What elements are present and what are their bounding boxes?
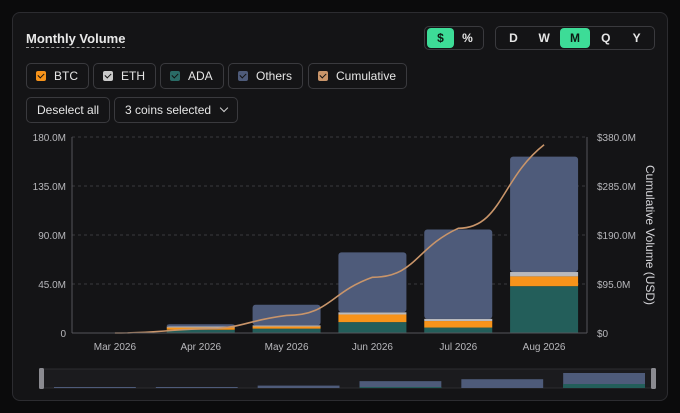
legend-chip-label: ADA — [188, 69, 213, 83]
navigator-track — [41, 368, 654, 389]
legend-chip-label: Others — [256, 69, 293, 83]
x-tick-label: Mar 2026 — [94, 342, 137, 353]
bar-segment-ada — [166, 329, 235, 333]
checkbox-icon — [238, 71, 248, 81]
y-right-tick-label: $380.0M — [597, 133, 636, 144]
bar-segment-others — [424, 229, 493, 319]
bar-segment-eth — [424, 318, 493, 322]
bar-segment-others — [166, 324, 235, 327]
legend-chip-ada[interactable]: ADA — [160, 63, 224, 89]
y-left-tick-label: 135.0M — [33, 182, 66, 193]
legend-chip-label: ETH — [121, 69, 145, 83]
legend-chip-label: Cumulative — [336, 69, 397, 83]
cumulative-line — [114, 144, 545, 334]
bar-segment-others — [510, 156, 579, 273]
bar-segment-eth — [510, 272, 579, 277]
navigator-bar — [257, 385, 340, 388]
y-right-tick-label: $95.0M — [597, 280, 630, 291]
y-left-tick-label: 0 — [60, 329, 66, 340]
y-left-tick-label: 90.0M — [38, 231, 66, 242]
y-left-tick-label: 45.0M — [38, 280, 66, 291]
coins-selected-label: 3 coins selected — [125, 103, 212, 117]
period-option-m[interactable]: M — [559, 28, 591, 48]
chart-title: Monthly Volume — [26, 31, 126, 48]
x-tick-label: Apr 2026 — [180, 342, 221, 353]
checkbox-icon — [36, 71, 46, 81]
deselect-all-button[interactable]: Deselect all — [26, 97, 111, 123]
bar-segment-ada — [252, 328, 321, 333]
checkbox-icon — [103, 71, 113, 81]
bar-segment-ada — [424, 327, 493, 333]
legend-chip-cumulative[interactable]: Cumulative — [308, 63, 408, 89]
period-option-q[interactable]: Q — [601, 31, 611, 45]
x-tick-label: May 2026 — [265, 342, 309, 353]
legend-chip-btc[interactable]: BTC — [26, 63, 89, 89]
x-tick-label: Aug 2026 — [523, 342, 566, 353]
navigator-handle-right — [651, 368, 656, 389]
y-right-tick-label: $190.0M — [597, 231, 636, 242]
bar-segment-eth — [338, 312, 407, 315]
navigator-bar — [461, 379, 544, 388]
bar-segment-others — [338, 252, 407, 313]
unit-option-usd[interactable]: $ — [427, 28, 454, 48]
coins-selected-dropdown[interactable]: 3 coins selected — [114, 97, 239, 123]
volume-chart: 0 $0 45.0M $95.0M 90.0M $190.0M 135.0M $285.0M 1… — [33, 133, 657, 389]
bar-segment-btc — [338, 314, 407, 323]
navigator-bar — [359, 381, 442, 388]
navigator-bar-ada — [563, 384, 645, 388]
legend-chip-label: BTC — [54, 69, 78, 83]
period-option-y[interactable]: Y — [632, 31, 641, 45]
y-right-tick-label: $0 — [597, 329, 609, 340]
y-right-tick-label: $285.0M — [597, 182, 636, 193]
checkbox-icon — [318, 71, 328, 81]
navigator-bar-ada — [359, 387, 442, 388]
navigator-bar — [155, 387, 238, 388]
bar-segment-btc — [424, 321, 493, 328]
bar-segment-ada — [510, 286, 579, 333]
bar-segment-ada — [338, 322, 407, 333]
unit-option-percent[interactable]: % — [462, 31, 473, 45]
bar-segment-eth — [166, 326, 235, 328]
x-tick-label: Jul 2026 — [439, 342, 477, 353]
y-left-tick-label: 180.0M — [33, 133, 66, 144]
bar-segment-btc — [510, 276, 579, 287]
navigator-bar — [54, 387, 136, 388]
bar-segment-btc — [252, 326, 321, 329]
range-navigator[interactable] — [39, 368, 656, 389]
unit-toggle: $% — [424, 26, 484, 50]
x-tick-label: Jun 2026 — [352, 342, 394, 353]
period-option-d[interactable]: D — [509, 31, 518, 45]
navigator-handle-left — [39, 368, 44, 389]
legend-chip-eth[interactable]: ETH — [93, 63, 156, 89]
bar-segment-eth — [252, 325, 321, 327]
legend-chip-others[interactable]: Others — [228, 63, 304, 89]
checkbox-icon — [170, 71, 180, 81]
period-option-w[interactable]: W — [538, 31, 550, 45]
deselect-all-label: Deselect all — [37, 103, 100, 117]
y-right-axis-label: Cumulative Volume (USD) — [643, 165, 657, 305]
